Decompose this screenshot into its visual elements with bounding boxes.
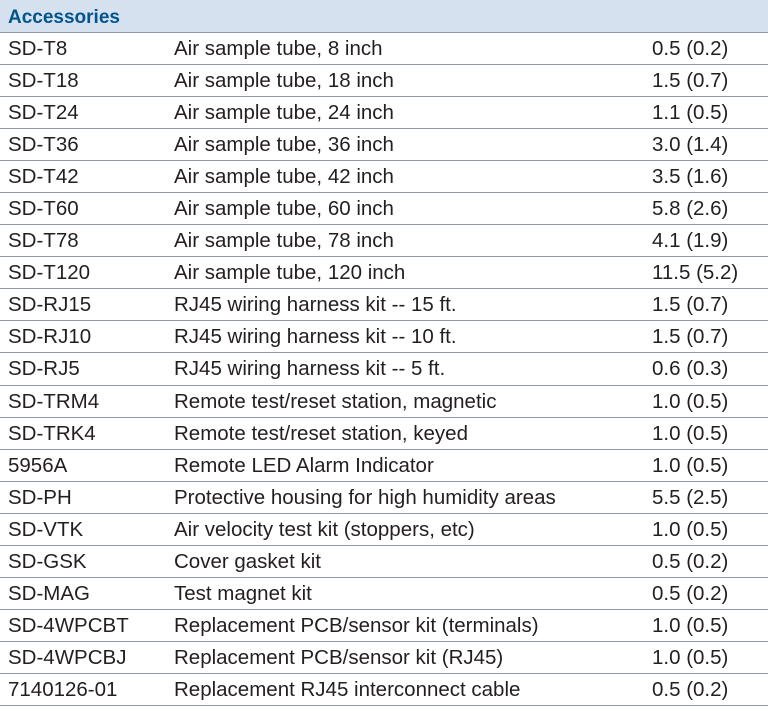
model-cell: SD-T36 <box>0 128 174 162</box>
weight-cell: 1.0 (0.5) <box>652 513 768 546</box>
table-row: SD-T78 Air sample tube, 78 inch 4.1 (1.9) <box>0 224 768 258</box>
model-cell: SD-4WPCBJ <box>0 641 174 674</box>
model-cell: SD-RJ10 <box>0 320 174 354</box>
description-cell: Air sample tube, 78 inch <box>174 224 652 258</box>
table-row: SD-RJ15 RJ45 wiring harness kit -- 15 ft.… <box>0 288 768 322</box>
weight-cell: 0.6 (0.3) <box>652 352 768 386</box>
table-row: SD-VTK Air velocity test kit (stoppers, e… <box>0 513 768 546</box>
weight-cell: 0.5 (0.2) <box>652 673 768 706</box>
description-cell: Air sample tube, 60 inch <box>174 192 652 226</box>
table-row: SD-T18 Air sample tube, 18 inch 1.5 (0.7) <box>0 64 768 98</box>
model-cell: 5956A <box>0 449 174 482</box>
description-cell: RJ45 wiring harness kit -- 15 ft. <box>174 288 652 322</box>
model-cell: SD-TRM4 <box>0 385 174 418</box>
weight-cell: 3.5 (1.6) <box>652 160 768 194</box>
description-cell: Remote test/reset station, magnetic <box>174 385 652 418</box>
model-cell: SD-T24 <box>0 96 174 130</box>
description-cell: Air sample tube, 42 inch <box>174 160 652 194</box>
table-row: SD-MAG Test magnet kit 0.5 (0.2) <box>0 577 768 610</box>
model-cell: SD-T18 <box>0 64 174 98</box>
weight-cell: 1.1 (0.5) <box>652 96 768 130</box>
weight-cell: 0.5 (0.2) <box>652 545 768 578</box>
description-cell: Remote test/reset station, keyed <box>174 417 652 450</box>
weight-cell: 1.5 (0.7) <box>652 288 768 322</box>
table-row: SD-4WPCBJ Replacement PCB/sensor kit (RJ4… <box>0 641 768 674</box>
weight-cell: 1.0 (0.5) <box>652 609 768 642</box>
weight-cell: 0.5 (0.2) <box>652 32 768 66</box>
model-cell: SD-RJ5 <box>0 352 174 386</box>
table-row: SD-T24 Air sample tube, 24 inch 1.1 (0.5) <box>0 96 768 130</box>
model-cell: SD-T120 <box>0 256 174 290</box>
model-cell: SD-TRK4 <box>0 417 174 450</box>
weight-cell: 4.1 (1.9) <box>652 224 768 258</box>
description-cell: Replacement PCB/sensor kit (RJ45) <box>174 641 652 674</box>
table-row: 7140126-01 Replacement RJ45 interconnect … <box>0 673 768 706</box>
model-cell: SD-MAG <box>0 577 174 610</box>
table-row: SD-T42 Air sample tube, 42 inch 3.5 (1.6) <box>0 160 768 194</box>
description-cell: Protective housing for high humidity are… <box>174 481 652 514</box>
description-cell: Replacement PCB/sensor kit (terminals) <box>174 609 652 642</box>
description-cell: Air velocity test kit (stoppers, etc) <box>174 513 652 546</box>
model-cell: SD-VTK <box>0 513 174 546</box>
model-cell: SD-T60 <box>0 192 174 226</box>
description-cell: Test magnet kit <box>174 577 652 610</box>
table-row: SD-T120 Air sample tube, 120 inch 11.5 (5.… <box>0 256 768 290</box>
description-cell: Replacement RJ45 interconnect cable <box>174 673 652 706</box>
table-row: SD-T8 Air sample tube, 8 inch 0.5 (0.2) <box>0 32 768 66</box>
weight-cell: 3.0 (1.4) <box>652 128 768 162</box>
weight-cell: 1.5 (0.7) <box>652 320 768 354</box>
model-cell: SD-GSK <box>0 545 174 578</box>
table-row: SD-T60 Air sample tube, 60 inch 5.8 (2.6) <box>0 192 768 226</box>
description-cell: Remote LED Alarm Indicator <box>174 449 652 482</box>
table-row: SD-GSK Cover gasket kit 0.5 (0.2) <box>0 545 768 578</box>
table-row: SD-TRM4 Remote test/reset station, magnet… <box>0 385 768 418</box>
model-cell: SD-T78 <box>0 224 174 258</box>
weight-cell: 1.0 (0.5) <box>652 385 768 418</box>
table-row: SD-RJ10 RJ45 wiring harness kit -- 10 ft.… <box>0 320 768 354</box>
table-row: 5956A Remote LED Alarm Indicator 1.0 (0.5) <box>0 449 768 482</box>
table-row: SD-4WPCBT Replacement PCB/sensor kit (ter… <box>0 609 768 642</box>
weight-cell: 11.5 (5.2) <box>652 256 768 290</box>
description-cell: Air sample tube, 120 inch <box>174 256 652 290</box>
table-row: SD-TRK4 Remote test/reset station, keyed 1… <box>0 417 768 450</box>
weight-cell: 1.0 (0.5) <box>652 449 768 482</box>
model-cell: SD-PH <box>0 481 174 514</box>
weight-cell: 5.5 (2.5) <box>652 481 768 514</box>
weight-cell: 1.0 (0.5) <box>652 641 768 674</box>
description-cell: RJ45 wiring harness kit -- 5 ft. <box>174 352 652 386</box>
description-cell: Air sample tube, 36 inch <box>174 128 652 162</box>
description-cell: Air sample tube, 24 inch <box>174 96 652 130</box>
model-cell: 7140126-01 <box>0 673 174 706</box>
model-cell: SD-4WPCBT <box>0 609 174 642</box>
table-header-row: Accessories <box>0 0 768 33</box>
table-title: Accessories <box>0 0 768 33</box>
weight-cell: 1.5 (0.7) <box>652 64 768 98</box>
weight-cell: 1.0 (0.5) <box>652 417 768 450</box>
description-cell: Cover gasket kit <box>174 545 652 578</box>
description-cell: Air sample tube, 18 inch <box>174 64 652 98</box>
table-row: SD-T36 Air sample tube, 36 inch 3.0 (1.4) <box>0 128 768 162</box>
model-cell: SD-T42 <box>0 160 174 194</box>
table-row: SD-PH Protective housing for high humidit… <box>0 481 768 514</box>
model-cell: SD-RJ15 <box>0 288 174 322</box>
description-cell: Air sample tube, 8 inch <box>174 32 652 66</box>
model-cell: SD-T8 <box>0 32 174 66</box>
description-cell: RJ45 wiring harness kit -- 10 ft. <box>174 320 652 354</box>
table-row: SD-RJ5 RJ45 wiring harness kit -- 5 ft. 0.… <box>0 352 768 386</box>
weight-cell: 5.8 (2.6) <box>652 192 768 226</box>
weight-cell: 0.5 (0.2) <box>652 577 768 610</box>
